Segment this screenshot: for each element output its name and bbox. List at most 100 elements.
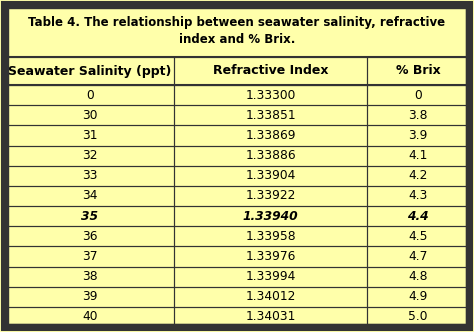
Bar <box>5 206 174 226</box>
Bar <box>174 246 367 267</box>
Bar <box>174 125 367 145</box>
Text: 30: 30 <box>82 109 98 122</box>
Bar <box>174 287 367 307</box>
Bar <box>174 166 367 186</box>
Bar <box>174 57 367 85</box>
Bar <box>5 246 174 267</box>
Bar <box>5 287 174 307</box>
Text: Seawater Salinity (ppt): Seawater Salinity (ppt) <box>8 64 172 77</box>
Text: 32: 32 <box>82 149 98 162</box>
Bar <box>5 5 469 57</box>
Bar <box>367 226 469 246</box>
Bar <box>5 246 174 267</box>
Text: 1.33851: 1.33851 <box>246 109 296 122</box>
Bar <box>5 307 174 327</box>
Text: 1.34031: 1.34031 <box>246 310 296 323</box>
Bar <box>5 145 174 166</box>
Bar <box>367 57 469 85</box>
Bar <box>174 57 367 85</box>
Text: 4.9: 4.9 <box>408 290 428 303</box>
Text: 40: 40 <box>82 310 98 323</box>
Text: 4.7: 4.7 <box>408 250 428 263</box>
Text: 4.5: 4.5 <box>408 230 428 243</box>
Text: 0: 0 <box>86 89 93 102</box>
Bar <box>367 307 469 327</box>
Bar <box>174 166 367 186</box>
Bar <box>367 226 469 246</box>
Text: 3.8: 3.8 <box>408 109 428 122</box>
Bar <box>367 145 469 166</box>
Bar <box>5 186 174 206</box>
Bar <box>367 166 469 186</box>
Bar <box>174 105 367 125</box>
Text: % Brix: % Brix <box>396 64 440 77</box>
Text: 1.33922: 1.33922 <box>246 190 296 203</box>
Bar <box>367 186 469 206</box>
Text: 31: 31 <box>82 129 98 142</box>
Text: 1.33958: 1.33958 <box>246 230 296 243</box>
Bar <box>174 246 367 267</box>
Bar <box>367 206 469 226</box>
Bar <box>5 287 174 307</box>
Text: 4.4: 4.4 <box>407 209 429 222</box>
Text: 3.9: 3.9 <box>408 129 428 142</box>
Bar <box>367 246 469 267</box>
Text: 38: 38 <box>82 270 98 283</box>
Bar <box>5 166 174 186</box>
Bar <box>367 105 469 125</box>
Text: Refractive Index: Refractive Index <box>213 64 328 77</box>
Text: 1.33300: 1.33300 <box>246 89 296 102</box>
Bar <box>367 166 469 186</box>
Bar <box>5 166 174 186</box>
Text: 36: 36 <box>82 230 98 243</box>
Bar <box>367 57 469 85</box>
Bar <box>174 267 367 287</box>
Text: 0: 0 <box>414 89 422 102</box>
Text: 4.8: 4.8 <box>408 270 428 283</box>
Bar <box>174 186 367 206</box>
Bar <box>367 85 469 105</box>
Bar <box>367 125 469 145</box>
Bar <box>174 145 367 166</box>
Bar <box>174 186 367 206</box>
Bar <box>174 85 367 105</box>
Bar <box>5 125 174 145</box>
Text: 4.1: 4.1 <box>408 149 428 162</box>
Bar <box>367 307 469 327</box>
Bar <box>174 145 367 166</box>
Bar <box>5 307 174 327</box>
Bar <box>174 226 367 246</box>
Bar <box>5 267 174 287</box>
Text: 1.33940: 1.33940 <box>243 209 299 222</box>
Text: 34: 34 <box>82 190 98 203</box>
Bar <box>5 85 174 105</box>
Bar <box>174 206 367 226</box>
Bar <box>367 145 469 166</box>
Text: Table 4. The relationship between seawater salinity, refractive
index and % Brix: Table 4. The relationship between seawat… <box>28 16 446 46</box>
Bar <box>174 307 367 327</box>
Bar <box>5 105 174 125</box>
Text: 35: 35 <box>81 209 98 222</box>
Text: 37: 37 <box>82 250 98 263</box>
Bar <box>174 85 367 105</box>
Bar <box>367 287 469 307</box>
Bar <box>367 267 469 287</box>
Bar <box>5 145 174 166</box>
Bar <box>5 125 174 145</box>
Bar <box>174 125 367 145</box>
Bar <box>5 226 174 246</box>
Text: 39: 39 <box>82 290 98 303</box>
Text: 1.33904: 1.33904 <box>246 169 296 182</box>
Bar <box>174 105 367 125</box>
Text: 5.0: 5.0 <box>408 310 428 323</box>
Bar <box>5 226 174 246</box>
Text: 1.34012: 1.34012 <box>246 290 296 303</box>
Bar <box>5 105 174 125</box>
Bar <box>367 85 469 105</box>
Bar <box>367 246 469 267</box>
Text: 1.33886: 1.33886 <box>246 149 296 162</box>
Bar <box>5 85 174 105</box>
Text: 33: 33 <box>82 169 98 182</box>
Bar <box>367 206 469 226</box>
Bar <box>367 287 469 307</box>
